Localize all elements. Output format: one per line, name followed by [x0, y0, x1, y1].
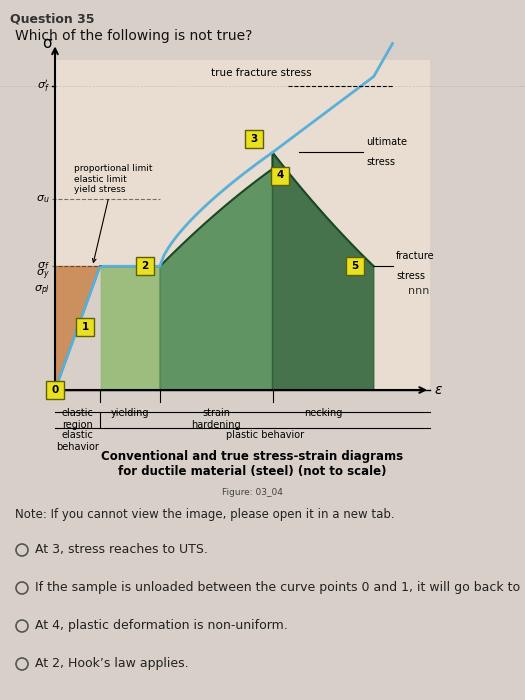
FancyBboxPatch shape: [346, 258, 364, 275]
Polygon shape: [100, 266, 160, 390]
Text: 3: 3: [250, 134, 257, 144]
Text: 1: 1: [81, 322, 89, 332]
Text: At 3, stress reaches to UTS.: At 3, stress reaches to UTS.: [35, 543, 208, 556]
Text: At 4, plastic deformation is non-uniform.: At 4, plastic deformation is non-uniform…: [35, 620, 288, 633]
Text: $\sigma_y$: $\sigma_y$: [36, 267, 50, 281]
Polygon shape: [160, 169, 272, 390]
Text: At 2, Hook’s law applies.: At 2, Hook’s law applies.: [35, 657, 188, 671]
Text: $\sigma_f'$: $\sigma_f'$: [37, 78, 50, 95]
Text: elastic
region: elastic region: [61, 408, 93, 430]
Text: $\sigma_u$: $\sigma_u$: [36, 193, 50, 204]
Text: Conventional and true stress-strain diagrams
for ductile material (steel) (not t: Conventional and true stress-strain diag…: [101, 450, 403, 478]
Text: nnn: nnn: [408, 286, 429, 296]
Text: $\sigma_f$: $\sigma_f$: [37, 260, 50, 272]
Text: true fracture stress: true fracture stress: [211, 69, 311, 78]
FancyBboxPatch shape: [271, 167, 289, 185]
Text: yielding: yielding: [111, 408, 149, 418]
Text: 0: 0: [51, 385, 59, 395]
Text: stress: stress: [366, 158, 395, 167]
Text: Note: If you cannot view the image, please open it in a new tab.: Note: If you cannot view the image, plea…: [15, 508, 395, 521]
Text: 4: 4: [276, 171, 284, 181]
Bar: [55, 60, 430, 390]
Text: Which of the following is not true?: Which of the following is not true?: [15, 29, 253, 43]
Text: ε: ε: [434, 383, 442, 397]
Text: 5: 5: [351, 261, 359, 271]
Text: Figure: 03_04: Figure: 03_04: [222, 488, 282, 497]
Text: ultimate: ultimate: [366, 137, 407, 148]
Text: 2: 2: [141, 261, 149, 271]
Text: proportional limit
elastic limit
yield stress: proportional limit elastic limit yield s…: [74, 164, 152, 262]
Text: plastic behavior: plastic behavior: [226, 430, 304, 440]
Polygon shape: [55, 266, 100, 390]
Text: Question 35: Question 35: [10, 12, 94, 25]
Polygon shape: [55, 266, 100, 390]
Polygon shape: [272, 153, 374, 390]
Text: $\sigma_{pl}$: $\sigma_{pl}$: [34, 284, 50, 298]
Text: elastic
behavior: elastic behavior: [56, 430, 99, 452]
FancyBboxPatch shape: [46, 381, 64, 399]
Text: If the sample is unloaded between the curve points 0 and 1, it will go back to: If the sample is unloaded between the cu…: [35, 582, 520, 594]
FancyBboxPatch shape: [76, 318, 94, 336]
FancyBboxPatch shape: [245, 130, 262, 148]
Text: necking: necking: [304, 408, 342, 418]
Text: stress: stress: [396, 271, 425, 281]
Text: σ: σ: [42, 36, 52, 51]
Text: strain
hardening: strain hardening: [192, 408, 241, 430]
FancyBboxPatch shape: [136, 258, 154, 275]
Text: fracture: fracture: [396, 251, 435, 261]
